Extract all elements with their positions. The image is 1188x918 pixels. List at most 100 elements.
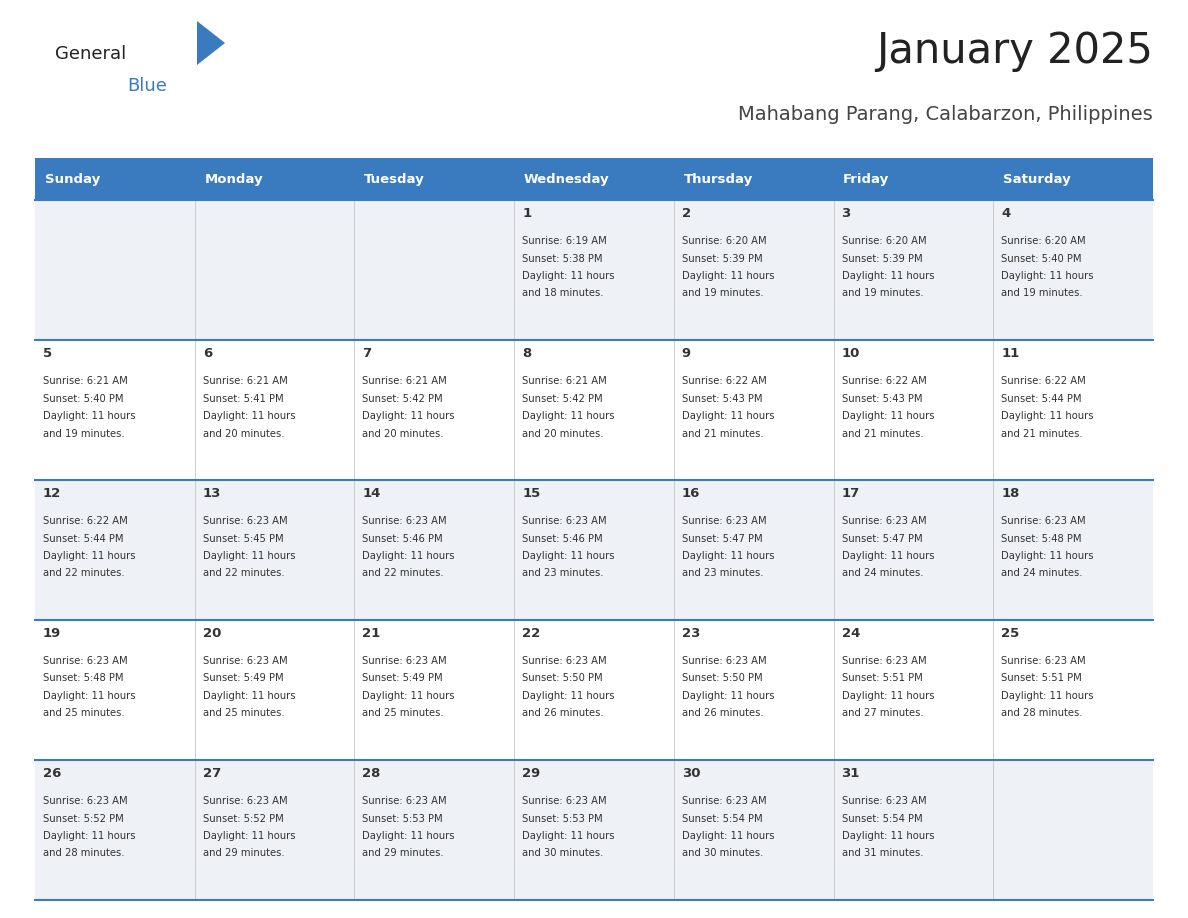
- Text: Sunrise: 6:23 AM: Sunrise: 6:23 AM: [203, 796, 287, 806]
- Text: Sunrise: 6:20 AM: Sunrise: 6:20 AM: [682, 236, 766, 246]
- Text: Sunset: 5:50 PM: Sunset: 5:50 PM: [523, 674, 602, 684]
- Text: Sunset: 5:40 PM: Sunset: 5:40 PM: [43, 394, 124, 404]
- Text: 18: 18: [1001, 487, 1019, 500]
- Text: Sunrise: 6:23 AM: Sunrise: 6:23 AM: [1001, 516, 1086, 526]
- Text: Sunset: 5:40 PM: Sunset: 5:40 PM: [1001, 253, 1082, 263]
- Text: and 19 minutes.: and 19 minutes.: [682, 288, 764, 298]
- Text: 26: 26: [43, 767, 62, 780]
- Text: 11: 11: [1001, 347, 1019, 360]
- Text: 22: 22: [523, 627, 541, 640]
- Text: Daylight: 11 hours: Daylight: 11 hours: [841, 831, 934, 841]
- Text: Daylight: 11 hours: Daylight: 11 hours: [1001, 691, 1094, 701]
- Text: Sunrise: 6:22 AM: Sunrise: 6:22 AM: [682, 376, 766, 386]
- Text: Sunrise: 6:23 AM: Sunrise: 6:23 AM: [523, 516, 607, 526]
- Text: and 18 minutes.: and 18 minutes.: [523, 288, 604, 298]
- Text: and 23 minutes.: and 23 minutes.: [682, 568, 764, 578]
- Text: 28: 28: [362, 767, 381, 780]
- Text: Sunrise: 6:23 AM: Sunrise: 6:23 AM: [43, 796, 127, 806]
- Bar: [34, 620, 1154, 760]
- Text: Sunset: 5:54 PM: Sunset: 5:54 PM: [682, 813, 763, 823]
- Text: 30: 30: [682, 767, 701, 780]
- Text: and 20 minutes.: and 20 minutes.: [203, 429, 284, 439]
- Text: Daylight: 11 hours: Daylight: 11 hours: [841, 271, 934, 281]
- Text: Sunset: 5:39 PM: Sunset: 5:39 PM: [841, 253, 922, 263]
- Text: Sunrise: 6:20 AM: Sunrise: 6:20 AM: [841, 236, 927, 246]
- Bar: [34, 200, 1154, 340]
- Text: 1: 1: [523, 207, 531, 220]
- Polygon shape: [197, 21, 225, 65]
- Text: Sunset: 5:48 PM: Sunset: 5:48 PM: [1001, 533, 1082, 543]
- Text: Sunset: 5:44 PM: Sunset: 5:44 PM: [43, 533, 124, 543]
- Text: 21: 21: [362, 627, 380, 640]
- Text: Sunrise: 6:23 AM: Sunrise: 6:23 AM: [203, 516, 287, 526]
- Text: Wednesday: Wednesday: [524, 173, 609, 185]
- Text: Sunset: 5:38 PM: Sunset: 5:38 PM: [523, 253, 602, 263]
- Text: Daylight: 11 hours: Daylight: 11 hours: [1001, 551, 1094, 561]
- Text: Sunset: 5:51 PM: Sunset: 5:51 PM: [1001, 674, 1082, 684]
- Text: Sunrise: 6:21 AM: Sunrise: 6:21 AM: [523, 376, 607, 386]
- Text: Sunset: 5:50 PM: Sunset: 5:50 PM: [682, 674, 763, 684]
- Text: Sunrise: 6:23 AM: Sunrise: 6:23 AM: [523, 656, 607, 666]
- Text: and 26 minutes.: and 26 minutes.: [682, 709, 764, 719]
- Text: Daylight: 11 hours: Daylight: 11 hours: [523, 551, 614, 561]
- Text: Daylight: 11 hours: Daylight: 11 hours: [43, 551, 135, 561]
- Bar: [834, 158, 993, 200]
- Text: 9: 9: [682, 347, 691, 360]
- Text: Sunset: 5:42 PM: Sunset: 5:42 PM: [362, 394, 443, 404]
- Text: Daylight: 11 hours: Daylight: 11 hours: [362, 831, 455, 841]
- Text: and 25 minutes.: and 25 minutes.: [43, 709, 125, 719]
- Text: Sunset: 5:47 PM: Sunset: 5:47 PM: [841, 533, 922, 543]
- Text: Sunrise: 6:23 AM: Sunrise: 6:23 AM: [682, 796, 766, 806]
- Text: Sunrise: 6:23 AM: Sunrise: 6:23 AM: [43, 656, 127, 666]
- Text: Daylight: 11 hours: Daylight: 11 hours: [682, 831, 775, 841]
- Bar: [34, 760, 1154, 900]
- Text: Sunset: 5:47 PM: Sunset: 5:47 PM: [682, 533, 763, 543]
- Text: 20: 20: [203, 627, 221, 640]
- Text: 16: 16: [682, 487, 700, 500]
- Text: and 30 minutes.: and 30 minutes.: [682, 848, 763, 858]
- Bar: [34, 480, 1154, 620]
- Text: Daylight: 11 hours: Daylight: 11 hours: [523, 691, 614, 701]
- Text: Sunset: 5:54 PM: Sunset: 5:54 PM: [841, 813, 922, 823]
- Text: and 23 minutes.: and 23 minutes.: [523, 568, 604, 578]
- Text: Sunrise: 6:23 AM: Sunrise: 6:23 AM: [1001, 656, 1086, 666]
- Text: Sunrise: 6:20 AM: Sunrise: 6:20 AM: [1001, 236, 1086, 246]
- Text: and 31 minutes.: and 31 minutes.: [841, 848, 923, 858]
- Text: and 25 minutes.: and 25 minutes.: [203, 709, 284, 719]
- Text: Mahabang Parang, Calabarzon, Philippines: Mahabang Parang, Calabarzon, Philippines: [738, 105, 1154, 124]
- Text: Sunset: 5:43 PM: Sunset: 5:43 PM: [841, 394, 922, 404]
- Text: Sunrise: 6:23 AM: Sunrise: 6:23 AM: [841, 796, 927, 806]
- Text: Sunset: 5:53 PM: Sunset: 5:53 PM: [362, 813, 443, 823]
- Text: Daylight: 11 hours: Daylight: 11 hours: [682, 691, 775, 701]
- Text: and 24 minutes.: and 24 minutes.: [841, 568, 923, 578]
- Text: Daylight: 11 hours: Daylight: 11 hours: [841, 411, 934, 421]
- Text: Sunrise: 6:22 AM: Sunrise: 6:22 AM: [1001, 376, 1086, 386]
- Text: Daylight: 11 hours: Daylight: 11 hours: [362, 411, 455, 421]
- Text: and 22 minutes.: and 22 minutes.: [203, 568, 284, 578]
- Bar: [993, 158, 1154, 200]
- Text: Sunset: 5:44 PM: Sunset: 5:44 PM: [1001, 394, 1082, 404]
- Text: 5: 5: [43, 347, 52, 360]
- Text: Sunrise: 6:22 AM: Sunrise: 6:22 AM: [841, 376, 927, 386]
- Text: and 28 minutes.: and 28 minutes.: [43, 848, 125, 858]
- Text: Sunday: Sunday: [45, 173, 100, 185]
- Text: Sunset: 5:49 PM: Sunset: 5:49 PM: [203, 674, 283, 684]
- Text: and 20 minutes.: and 20 minutes.: [362, 429, 444, 439]
- Text: Monday: Monday: [204, 173, 263, 185]
- Text: Sunset: 5:43 PM: Sunset: 5:43 PM: [682, 394, 763, 404]
- Text: 6: 6: [203, 347, 211, 360]
- Text: and 19 minutes.: and 19 minutes.: [1001, 288, 1083, 298]
- Text: Sunrise: 6:21 AM: Sunrise: 6:21 AM: [43, 376, 128, 386]
- Text: and 20 minutes.: and 20 minutes.: [523, 429, 604, 439]
- Text: Daylight: 11 hours: Daylight: 11 hours: [43, 691, 135, 701]
- Text: and 24 minutes.: and 24 minutes.: [1001, 568, 1082, 578]
- Text: 13: 13: [203, 487, 221, 500]
- Text: Sunset: 5:39 PM: Sunset: 5:39 PM: [682, 253, 763, 263]
- Text: Sunrise: 6:23 AM: Sunrise: 6:23 AM: [682, 516, 766, 526]
- Text: Sunrise: 6:23 AM: Sunrise: 6:23 AM: [362, 656, 447, 666]
- Text: Daylight: 11 hours: Daylight: 11 hours: [523, 411, 614, 421]
- Text: 10: 10: [841, 347, 860, 360]
- Text: Sunrise: 6:23 AM: Sunrise: 6:23 AM: [841, 656, 927, 666]
- Text: Sunrise: 6:23 AM: Sunrise: 6:23 AM: [523, 796, 607, 806]
- Text: Sunrise: 6:22 AM: Sunrise: 6:22 AM: [43, 516, 128, 526]
